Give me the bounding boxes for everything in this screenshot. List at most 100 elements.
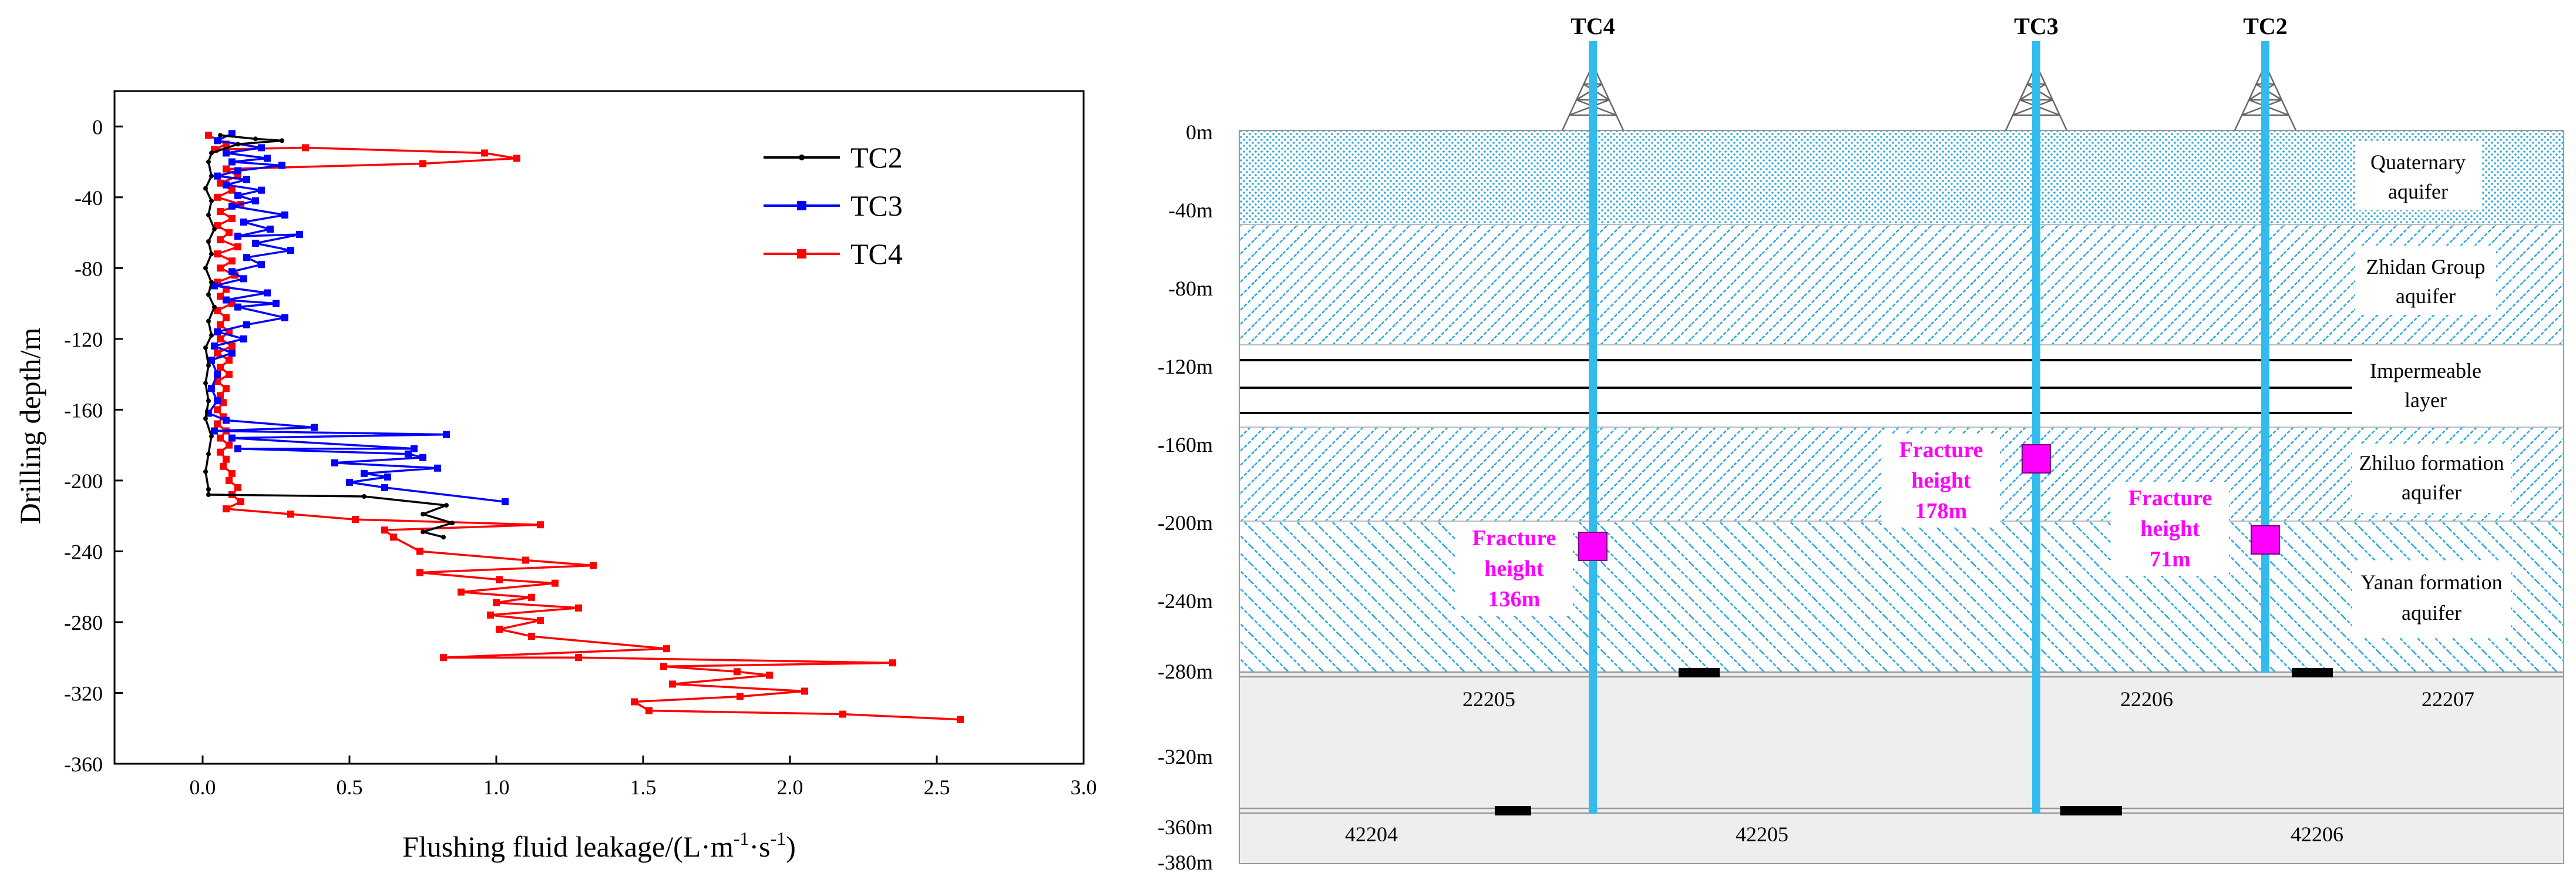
data-point [214, 193, 221, 201]
data-point [203, 381, 208, 386]
depth-scale: 0m -40m -80m -120m -160m -200m -240m -28… [1158, 120, 1213, 874]
data-point [228, 202, 236, 210]
data-point [234, 484, 241, 491]
x-tick-label: 0.0 [190, 776, 216, 799]
data-point [208, 385, 215, 392]
data-point [203, 469, 208, 474]
legend-marker [797, 201, 806, 210]
legend-marker [797, 249, 806, 258]
data-point [203, 266, 208, 271]
data-point [458, 588, 465, 596]
data-point [513, 155, 520, 162]
series-line-tc4 [208, 134, 961, 721]
face-label-42204: 42204 [1345, 822, 1398, 846]
series-tc2 [203, 133, 455, 540]
data-point [223, 314, 230, 321]
quaternary-label-box [2355, 141, 2481, 210]
y-tick-label: -200 [64, 469, 103, 493]
depth-label: 0m [1186, 120, 1213, 144]
fracture-marker-tc2 [2251, 525, 2280, 555]
leakage-depth-chart: 0.0 0.5 1.0 1.5 2.0 2.5 3.0 0 -40 -80 -120 -160 -200… [14, 90, 1097, 863]
depth-label: -240m [1158, 589, 1213, 613]
data-point [214, 172, 221, 180]
data-point [223, 417, 230, 424]
data-point [211, 342, 218, 350]
data-point [384, 473, 391, 481]
data-point [766, 672, 773, 679]
data-point [390, 533, 397, 541]
depth-label: -360m [1158, 815, 1213, 839]
legend-marker [799, 155, 805, 160]
data-point [645, 707, 653, 714]
data-point [443, 431, 450, 438]
data-point [228, 186, 236, 194]
depth-label: -120m [1158, 355, 1213, 378]
face-label-22206: 22206 [2120, 687, 2173, 711]
face-22207-marker [2292, 668, 2333, 677]
well-tc2: TC2 [2234, 13, 2297, 673]
data-point [243, 176, 250, 183]
data-point [381, 526, 388, 534]
data-point [206, 492, 211, 497]
face-label-42206: 42206 [2291, 822, 2343, 846]
fracture-label-box-tc3 [1882, 434, 2000, 528]
data-point [252, 197, 259, 204]
fracture-label-tc3-3: 178m [1915, 499, 1968, 523]
data-point [217, 293, 224, 300]
data-point [223, 296, 230, 304]
x-tick-label: 3.0 [1071, 776, 1097, 799]
x-tick-label: 2.5 [924, 776, 950, 799]
data-point [405, 450, 412, 458]
data-point [281, 211, 288, 219]
yanan-label-box [2352, 561, 2511, 637]
data-point [381, 484, 388, 491]
data-point [264, 155, 271, 162]
zhidan-layer [1239, 224, 2564, 345]
data-point [493, 599, 500, 606]
data-point [957, 716, 964, 723]
data-point [243, 254, 250, 261]
fracture-label-tc4-2: height [1484, 556, 1544, 581]
data-point [208, 357, 215, 364]
series-tc3 [205, 130, 509, 506]
data-point [206, 398, 211, 404]
data-point [234, 303, 241, 311]
data-point [281, 314, 288, 321]
data-point [487, 611, 494, 619]
face-label-42205: 42205 [1736, 822, 1788, 846]
data-point [223, 505, 230, 513]
data-point [234, 243, 241, 251]
data-point [311, 424, 318, 431]
data-point [240, 218, 247, 226]
data-point [209, 150, 214, 156]
impermeable-layer [1239, 345, 2564, 427]
data-point [258, 186, 265, 194]
data-point [209, 251, 214, 257]
data-point [419, 454, 426, 461]
data-point [496, 626, 503, 633]
impermeable-label-2: layer [2405, 388, 2447, 412]
data-point [258, 261, 265, 268]
face-label-22205: 22205 [1462, 687, 1515, 711]
data-point [441, 535, 446, 540]
data-point [575, 654, 582, 662]
data-point [223, 385, 230, 392]
data-point [205, 132, 212, 139]
data-point [411, 445, 418, 452]
data-point [212, 227, 217, 232]
well-label-tc3: TC3 [2014, 13, 2059, 39]
data-point [302, 144, 309, 152]
data-point [258, 144, 265, 152]
data-point [801, 687, 808, 695]
zhidan-label-1: Zhidan Group [2366, 255, 2486, 278]
data-point [528, 593, 535, 601]
data-point [528, 633, 535, 640]
depth-label: -80m [1168, 277, 1213, 300]
data-point [212, 304, 217, 310]
data-point [590, 562, 597, 569]
well-tc3: TC3 [2005, 13, 2068, 814]
data-point [660, 663, 667, 670]
data-point [237, 498, 244, 506]
data-point [214, 420, 221, 428]
data-point [416, 569, 423, 576]
